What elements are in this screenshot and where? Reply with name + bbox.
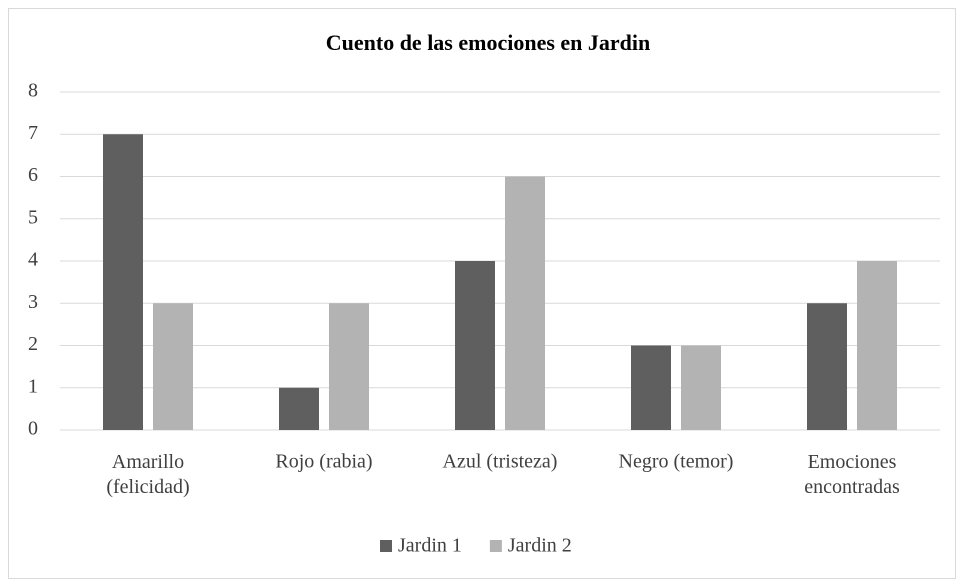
legend-swatch <box>489 540 502 552</box>
legend-label: Jardin 2 <box>508 535 572 557</box>
x-tick-label: Azul (tristeza) <box>443 451 558 473</box>
chart-title: Cuento de las emociones en Jardin <box>326 30 651 55</box>
bar <box>329 303 369 430</box>
legend-swatch <box>380 540 392 552</box>
legend-label: Jardin 1 <box>398 535 462 557</box>
y-tick-label: 1 <box>28 375 38 397</box>
y-tick-label: 3 <box>28 291 38 313</box>
y-tick-label: 8 <box>28 80 38 102</box>
bar <box>807 303 847 430</box>
y-tick-label: 0 <box>28 418 38 440</box>
bar <box>631 345 671 430</box>
bar <box>279 387 319 430</box>
y-tick-label: 5 <box>28 206 38 228</box>
y-tick-label: 2 <box>28 333 38 355</box>
x-tick-label: Negro (temor) <box>619 451 734 473</box>
x-tick-label: Amarillo (felicidad) <box>106 451 189 498</box>
y-tick-label: 4 <box>28 249 38 271</box>
bar <box>153 303 193 430</box>
bar <box>103 134 143 430</box>
y-tick-label: 6 <box>28 164 38 186</box>
x-tick-label: Rojo (rabia) <box>275 451 372 473</box>
bar <box>857 261 897 430</box>
bar <box>681 345 721 430</box>
bar <box>455 261 495 430</box>
x-tick-label: Emociones encontradas <box>804 451 900 498</box>
y-tick-label: 7 <box>28 122 38 144</box>
bar <box>505 176 545 430</box>
